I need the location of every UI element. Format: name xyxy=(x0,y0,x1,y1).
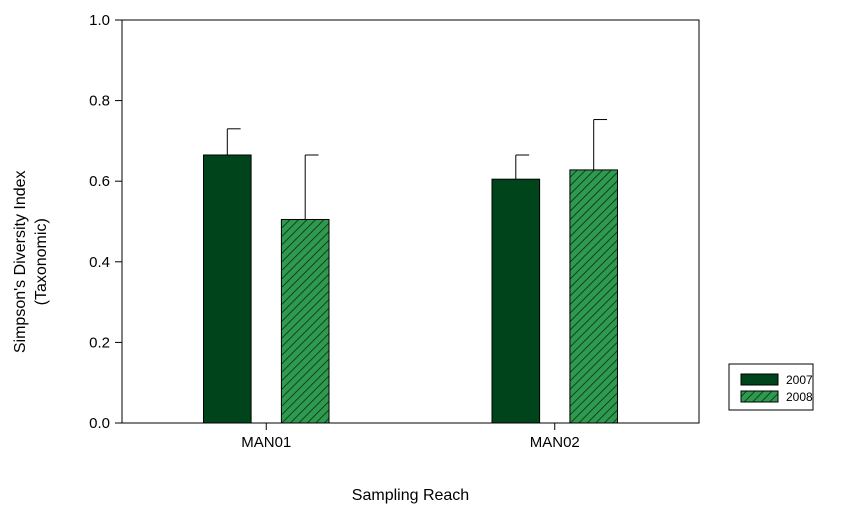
bar-man01-2007 xyxy=(203,154,252,424)
y-axis-title-line-1: Simpson's Diversity Index xyxy=(12,170,29,353)
bars-layer xyxy=(203,154,618,424)
y-tick-label: 0.2 xyxy=(89,334,110,351)
y-tick-label: 0.4 xyxy=(89,254,110,271)
legend-swatch-2007 xyxy=(740,373,779,386)
legend-label-2007: 2007 xyxy=(786,373,813,387)
y-tick-label: 0.6 xyxy=(89,173,110,190)
bar-man02-2007 xyxy=(491,178,541,424)
x-axis: MAN01 MAN02 xyxy=(241,423,580,451)
legend: 2007 2008 xyxy=(728,363,814,411)
y-tick-label: 0.0 xyxy=(89,415,110,432)
legend-label-2008: 2008 xyxy=(786,390,813,404)
x-tick-label-man02: MAN02 xyxy=(530,434,580,451)
legend-swatch-2008 xyxy=(740,390,779,403)
y-tick-label: 1.0 xyxy=(89,12,110,29)
bar-man01-2008 xyxy=(280,218,330,424)
x-axis-title: Sampling Reach xyxy=(352,487,469,504)
y-axis-title-line-2: (Taxonomic) xyxy=(33,218,50,305)
y-axis: 0.0 0.2 0.4 0.6 0.8 1.0 xyxy=(89,12,122,432)
plot-frame xyxy=(121,19,700,424)
y-tick-label: 0.8 xyxy=(89,93,110,110)
bar-man02-2008 xyxy=(569,169,618,424)
error-bars-layer xyxy=(226,119,608,220)
x-tick-label-man01: MAN01 xyxy=(241,434,291,451)
